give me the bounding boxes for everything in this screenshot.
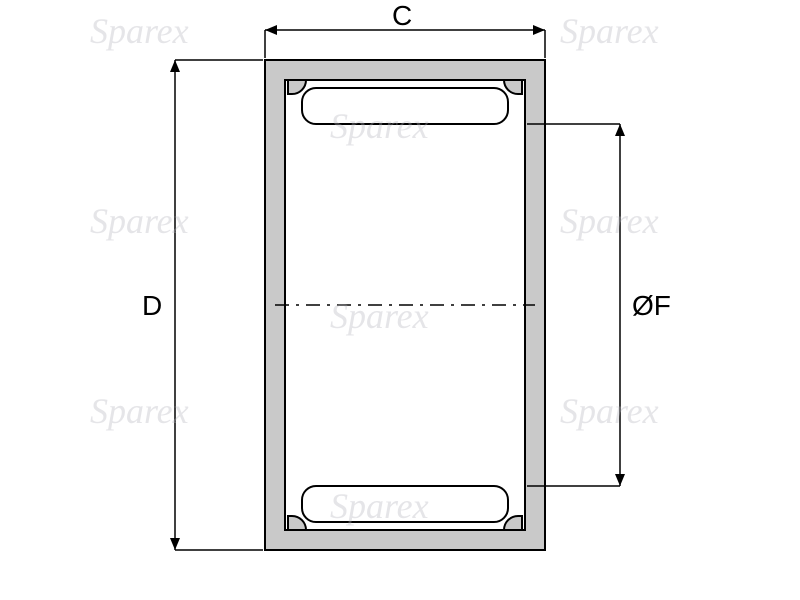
bearing-diagram [0, 0, 800, 600]
dim-d-label: D [142, 290, 162, 322]
dim-c-arrow-right [533, 25, 545, 35]
dim-d-arrow-bottom [170, 538, 180, 550]
dim-f-label: ØF [632, 290, 671, 322]
dim-c-arrow-left [265, 25, 277, 35]
dim-c-label: C [392, 0, 412, 32]
roller-bottom [302, 486, 508, 522]
dim-f-arrow-top [615, 124, 625, 136]
dim-d-arrow-top [170, 60, 180, 72]
dim-f-arrow-bottom [615, 474, 625, 486]
roller-top [302, 88, 508, 124]
